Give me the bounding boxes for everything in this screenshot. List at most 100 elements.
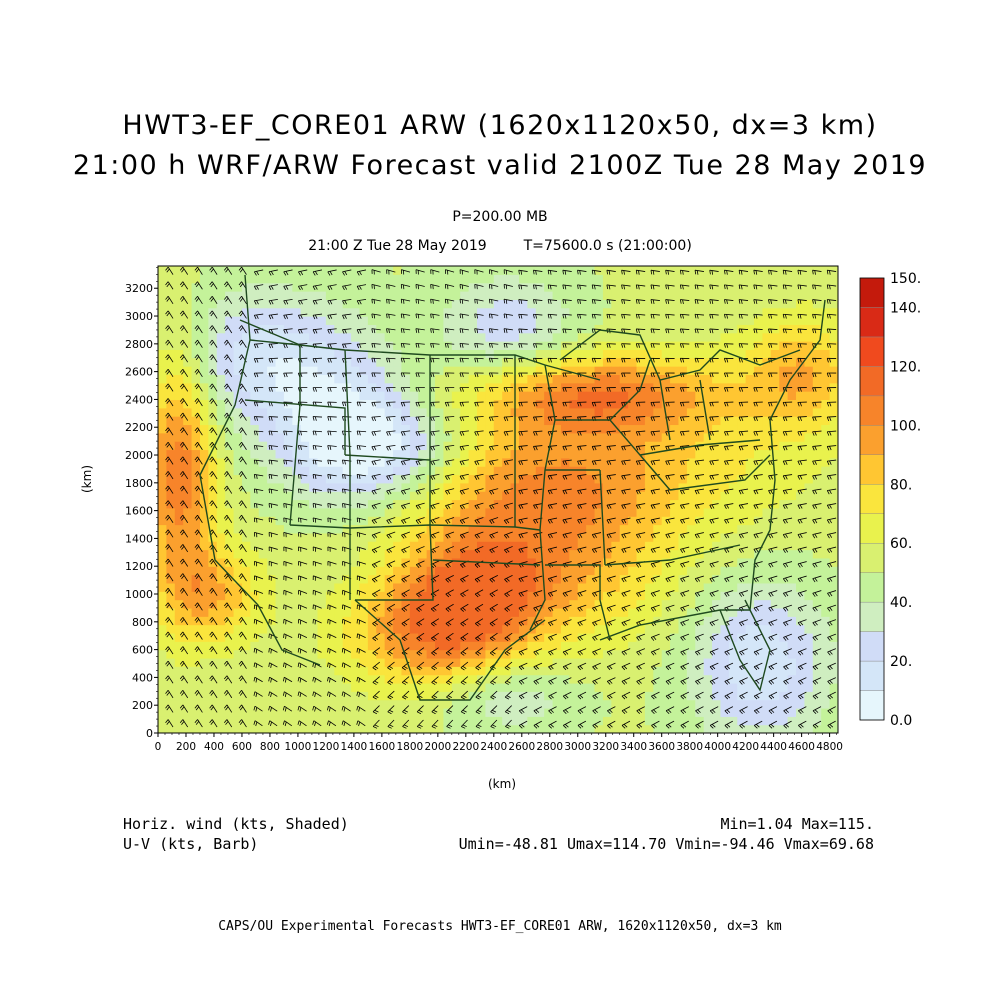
wind-barb	[753, 387, 763, 392]
wind-barb	[297, 633, 308, 639]
wind-barb	[562, 328, 572, 334]
wind-barb	[827, 633, 837, 641]
wind-barb	[826, 459, 837, 466]
y-tick-label: 0	[146, 727, 153, 740]
wind-barb	[665, 633, 675, 641]
wind-barb	[474, 589, 484, 598]
colorbar-label: 150.	[890, 271, 921, 287]
wind-barb	[562, 284, 572, 290]
wind-barb	[504, 690, 513, 700]
wind-barb	[312, 357, 323, 363]
wind-barb	[283, 372, 293, 378]
wind-barb	[327, 604, 337, 610]
wind-barb	[826, 357, 837, 363]
wind-barb	[812, 313, 822, 319]
wind-barb	[165, 339, 174, 348]
wind-barb	[209, 587, 218, 596]
wind-barb	[474, 269, 484, 275]
wind-barb	[312, 546, 322, 552]
wind-barb	[606, 299, 616, 305]
wind-barb	[415, 473, 425, 480]
wind-barb	[297, 676, 307, 683]
wind-barb	[268, 560, 278, 567]
wind-barb	[695, 677, 704, 685]
wind-barb	[312, 298, 323, 305]
wind-barb	[253, 618, 264, 625]
wind-barb	[179, 544, 189, 553]
wind-barb	[459, 444, 469, 451]
wind-barb	[179, 558, 189, 567]
wind-barb	[518, 575, 528, 583]
wind-barb	[518, 590, 528, 597]
wind-barb	[371, 517, 381, 524]
wind-barb	[782, 299, 793, 305]
wind-barb	[826, 372, 837, 378]
wind-barb	[400, 269, 411, 275]
wind-barb	[547, 372, 558, 378]
wind-barb	[238, 412, 247, 421]
wind-barb	[651, 691, 660, 700]
wind-barb	[753, 372, 763, 378]
wind-barb	[709, 575, 719, 583]
wind-barb	[723, 313, 734, 319]
wind-barb	[416, 719, 424, 729]
wind-barb	[782, 416, 793, 422]
wind-barb	[665, 328, 675, 334]
wind-barb	[797, 284, 807, 290]
wind-barb	[606, 488, 616, 495]
wind-barb	[606, 590, 616, 597]
wind-barb	[694, 575, 704, 583]
colorbar-swatch	[859, 366, 885, 397]
wind-barb	[533, 604, 543, 612]
wind-barb	[591, 357, 602, 363]
wind-barb	[268, 416, 278, 421]
wind-barb	[386, 488, 396, 495]
wind-barb	[709, 459, 719, 466]
wind-barb	[577, 474, 587, 480]
wind-barb	[680, 517, 690, 524]
wind-barb	[695, 706, 704, 714]
wind-barb	[459, 269, 469, 275]
wind-barb	[387, 719, 395, 729]
wind-barb	[459, 357, 469, 363]
wind-barb	[297, 313, 308, 320]
wind-barb	[356, 589, 366, 596]
wind-barb	[650, 488, 660, 495]
wind-barb	[342, 269, 352, 276]
wind-barb	[194, 325, 203, 334]
wind-barb	[223, 325, 233, 334]
wind-barb	[680, 691, 690, 700]
wind-barb	[636, 720, 645, 729]
state-boundary	[355, 524, 434, 601]
colorbar-swatch	[859, 484, 885, 514]
wind-barb	[592, 662, 601, 671]
state-boundary	[669, 454, 771, 491]
wind-barb	[416, 603, 425, 612]
wind-barb	[723, 357, 734, 363]
wind-barb	[797, 503, 807, 510]
wind-barb	[518, 488, 528, 495]
colorbar-swatch	[859, 425, 885, 456]
wind-barb	[253, 647, 263, 654]
wind-barb	[431, 690, 439, 700]
wind-barb	[635, 328, 646, 334]
wind-barb	[474, 401, 484, 407]
wind-barb	[577, 517, 587, 524]
wind-barb	[415, 401, 425, 407]
wind-barb	[738, 517, 749, 524]
wind-barb	[209, 281, 218, 290]
wind-barb	[327, 691, 337, 698]
wind-barb	[209, 456, 218, 465]
wind-barb	[356, 633, 366, 639]
wind-barb	[372, 618, 381, 627]
wind-barb	[782, 561, 793, 568]
wind-barb	[592, 677, 601, 685]
wind-barb	[489, 546, 499, 554]
wind-barb	[283, 313, 293, 320]
wind-barb	[738, 416, 749, 422]
wind-barb	[577, 546, 587, 554]
wind-barb	[606, 401, 616, 407]
wind-barb	[826, 503, 837, 510]
wind-barb	[474, 328, 484, 334]
wind-barb	[488, 357, 499, 363]
